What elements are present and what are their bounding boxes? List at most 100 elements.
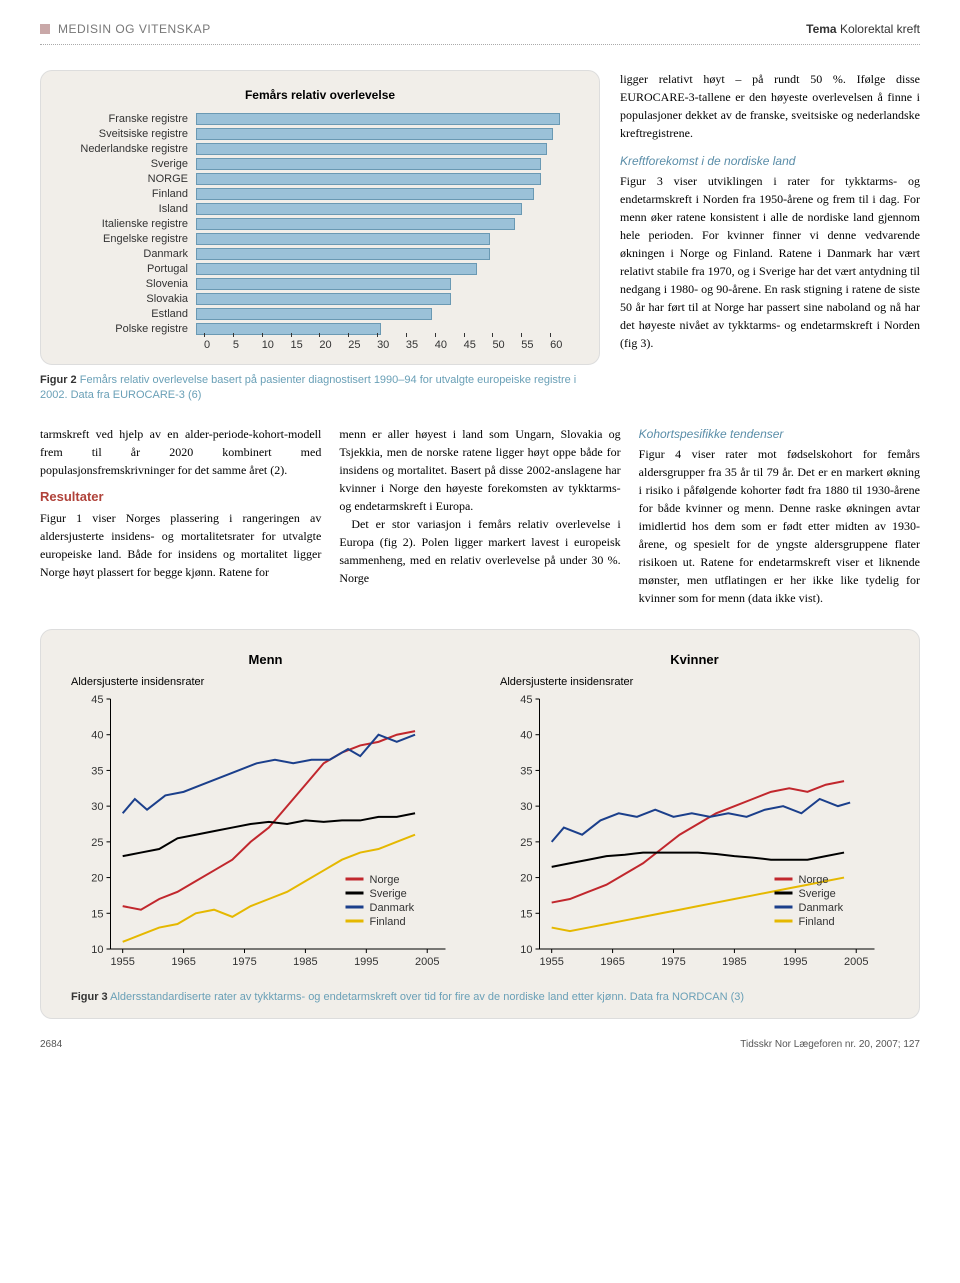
svg-text:15: 15	[520, 909, 532, 921]
svg-text:Sverige: Sverige	[799, 888, 836, 900]
fig3-panel-kvinner: Kvinner Aldersjusterte insidensrater 101…	[500, 650, 889, 979]
fig3-kvinner-title: Kvinner	[500, 650, 889, 670]
svg-text:Finland: Finland	[370, 916, 406, 928]
bar-row: Slovenia	[61, 277, 579, 291]
fig3-caption-text: Aldersstandardiserte rater av tykktarms-…	[110, 991, 744, 1003]
svg-text:1975: 1975	[232, 956, 256, 968]
bar-track	[196, 143, 579, 155]
col2-p2: Det er stor variasjon i femårs relativ o…	[339, 515, 620, 587]
bar-track	[196, 188, 579, 200]
x-tick: 15	[291, 337, 320, 354]
col-1: tarmskreft ved hjelp av en alder-periode…	[40, 425, 321, 607]
col-3: Kohortspesifikke tendenser Figur 4 viser…	[639, 425, 920, 607]
bar-fill	[196, 263, 477, 275]
fig2-x-axis: 051015202530354045505560	[204, 337, 579, 354]
bar-track	[196, 128, 579, 140]
svg-text:Sverige: Sverige	[370, 888, 407, 900]
bar-row: Sveitsiske registre	[61, 127, 579, 141]
svg-text:1975: 1975	[661, 956, 685, 968]
bar-track	[196, 113, 579, 125]
bar-track	[196, 173, 579, 185]
bar-fill	[196, 323, 381, 335]
x-tick: 25	[348, 337, 377, 354]
bar-track	[196, 203, 579, 215]
svg-text:15: 15	[91, 909, 103, 921]
figure-2: Femårs relativ overlevelse Franske regis…	[40, 70, 600, 403]
col3-p1: Figur 4 viser rater mot fødselskohort fo…	[639, 445, 920, 607]
svg-text:35: 35	[91, 766, 103, 778]
bar-row: Finland	[61, 187, 579, 201]
svg-text:1995: 1995	[783, 956, 807, 968]
fig3-menn-chart: 1015202530354045195519651975198519952005…	[71, 694, 460, 974]
bar-row: Portugal	[61, 262, 579, 276]
svg-text:1955: 1955	[539, 956, 563, 968]
svg-text:45: 45	[91, 694, 103, 706]
figure-3: Menn Aldersjusterte insidensrater 101520…	[40, 629, 920, 1019]
right-column: ligger relativt høyt – på rundt 50 %. If…	[620, 70, 920, 403]
bar-row: Estland	[61, 307, 579, 321]
svg-text:Danmark: Danmark	[799, 902, 844, 914]
svg-text:Norge: Norge	[370, 874, 400, 886]
bar-fill	[196, 248, 490, 260]
x-tick: 10	[262, 337, 291, 354]
x-tick: 35	[406, 337, 435, 354]
right-sub1: Kreftforekomst i de nordiske land	[620, 152, 920, 170]
bar-row: Slovakia	[61, 292, 579, 306]
fig2-caption-text: Femårs relativ overlevelse basert på pas…	[40, 374, 576, 401]
bar-track	[196, 158, 579, 170]
svg-text:1965: 1965	[600, 956, 624, 968]
fig3-menn-title: Menn	[71, 650, 460, 670]
col3-sub: Kohortspesifikke tendenser	[639, 425, 920, 443]
svg-text:25: 25	[91, 837, 103, 849]
fig2-caption-bold: Figur 2	[40, 374, 77, 386]
svg-text:35: 35	[520, 766, 532, 778]
right-p1: ligger relativt høyt – på rundt 50 %. If…	[620, 70, 920, 142]
x-tick: 20	[319, 337, 348, 354]
bar-row: Engelske registre	[61, 232, 579, 246]
bar-track	[196, 248, 579, 260]
bar-fill	[196, 158, 541, 170]
bar-track	[196, 218, 579, 230]
fig3-caption: Figur 3 Aldersstandardiserte rater av ty…	[71, 989, 889, 1006]
svg-text:1955: 1955	[110, 956, 134, 968]
col-2: menn er aller høyest i land som Ungarn, …	[339, 425, 620, 607]
bar-fill	[196, 293, 451, 305]
bar-fill	[196, 173, 541, 185]
bar-fill	[196, 278, 451, 290]
bar-track	[196, 293, 579, 305]
svg-text:2005: 2005	[844, 956, 868, 968]
bar-fill	[196, 203, 522, 215]
right-p2: Figur 3 viser utviklingen i rater for ty…	[620, 172, 920, 352]
svg-text:10: 10	[520, 944, 532, 956]
x-tick: 5	[233, 337, 262, 354]
footer-left: 2684	[40, 1037, 62, 1052]
svg-text:20: 20	[91, 873, 103, 885]
x-tick: 50	[492, 337, 521, 354]
col1-p1: tarmskreft ved hjelp av en alder-periode…	[40, 425, 321, 479]
bar-row: Italienske registre	[61, 217, 579, 231]
svg-text:1985: 1985	[722, 956, 746, 968]
svg-text:40: 40	[91, 730, 103, 742]
svg-text:1995: 1995	[354, 956, 378, 968]
bar-row: Island	[61, 202, 579, 216]
svg-text:Danmark: Danmark	[370, 902, 415, 914]
bar-fill	[196, 143, 547, 155]
section-label: MEDISIN OG VITENSKAP	[58, 20, 211, 38]
fig3-panel-menn: Menn Aldersjusterte insidensrater 101520…	[71, 650, 460, 979]
fig2-title: Femårs relativ overlevelse	[61, 86, 579, 104]
svg-text:30: 30	[91, 801, 103, 813]
svg-text:2005: 2005	[415, 956, 439, 968]
x-tick: 55	[521, 337, 550, 354]
tema-value: Kolorektal kreft	[840, 22, 920, 36]
x-tick: 30	[377, 337, 406, 354]
x-tick: 60	[550, 337, 579, 354]
col2-p1: menn er aller høyest i land som Ungarn, …	[339, 425, 620, 515]
svg-text:1965: 1965	[171, 956, 195, 968]
svg-text:45: 45	[520, 694, 532, 706]
bar-fill	[196, 188, 534, 200]
bar-fill	[196, 233, 490, 245]
bar-track	[196, 308, 579, 320]
body-columns: tarmskreft ved hjelp av en alder-periode…	[40, 425, 920, 607]
svg-text:Norge: Norge	[799, 874, 829, 886]
fig2-caption: Figur 2 Femårs relativ overlevelse baser…	[40, 373, 600, 404]
